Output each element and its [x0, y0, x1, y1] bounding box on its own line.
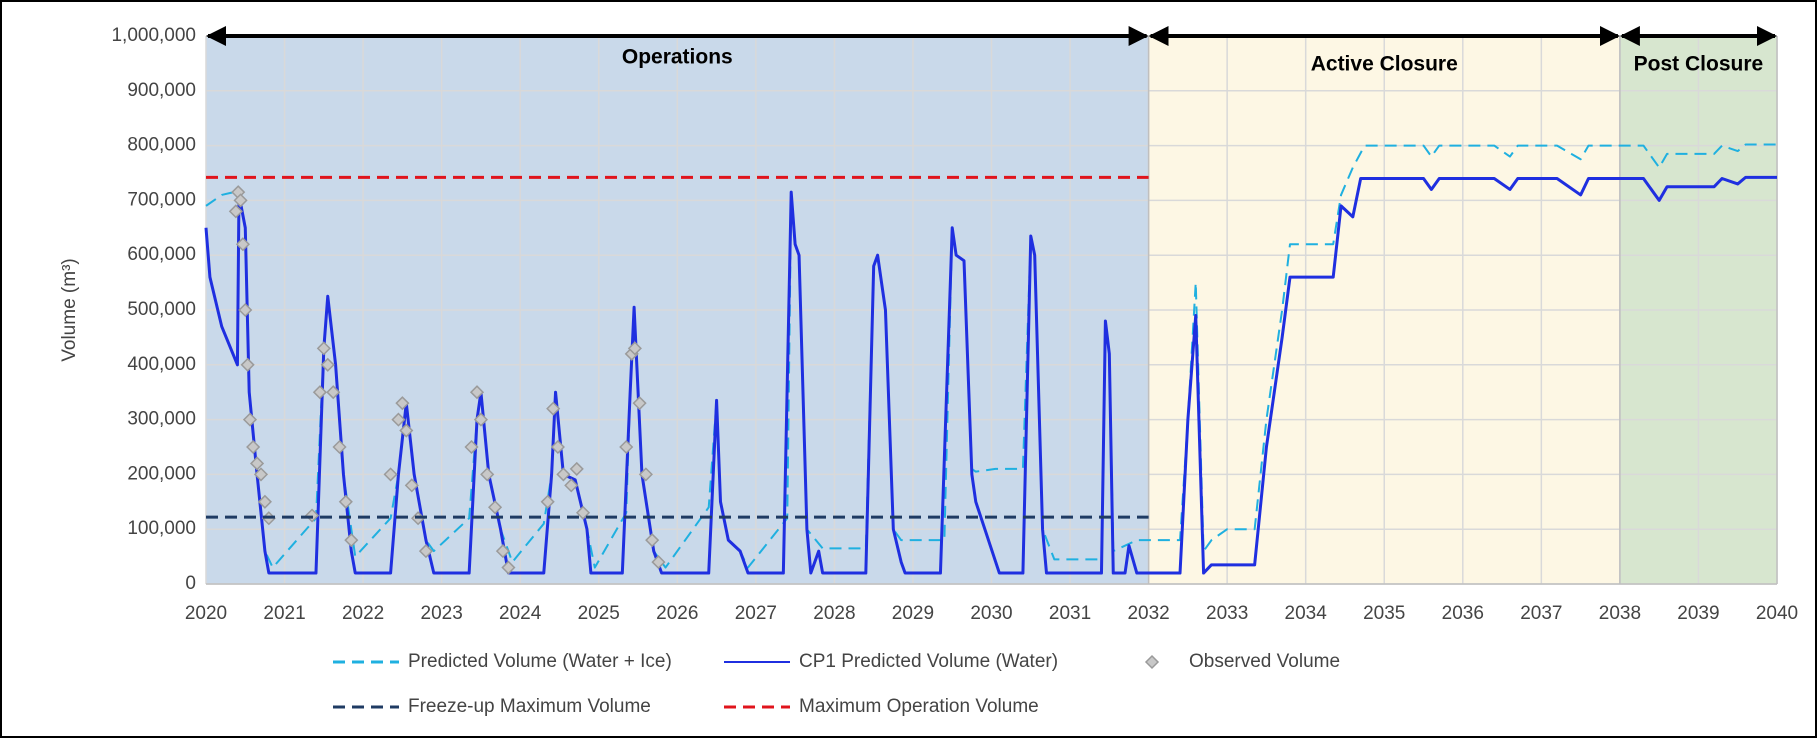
- observed-point: [645, 533, 660, 548]
- observed-point: [418, 544, 434, 559]
- y-tick-label: 500,000: [127, 299, 196, 320]
- x-tick-label: 2029: [892, 603, 934, 624]
- observed-point: [473, 412, 488, 427]
- series-line: [204, 175, 1777, 575]
- y-tick-label: 800,000: [127, 135, 196, 156]
- y-tick-label: 900,000: [127, 80, 196, 101]
- observed-point: [395, 396, 410, 411]
- x-tick-label: 2030: [970, 603, 1012, 624]
- observed-point: [638, 467, 653, 482]
- observed-point: [312, 385, 327, 400]
- observed-point: [238, 302, 253, 318]
- observed-point: [249, 456, 265, 471]
- observed-point: [235, 237, 250, 252]
- x-tick-label: 2021: [263, 603, 305, 624]
- observed-point: [257, 494, 272, 509]
- x-tick-label: 2025: [578, 603, 620, 624]
- phase-label: Active Closure: [1311, 53, 1458, 76]
- observed-point: [564, 478, 579, 493]
- observed-point: [651, 555, 666, 570]
- y-tick-label: 200,000: [127, 463, 196, 484]
- observed-point: [546, 401, 561, 416]
- y-tick-label: 0: [185, 573, 196, 594]
- x-tick-label: 2024: [499, 603, 542, 624]
- observed-point: [228, 204, 243, 219]
- x-tick-label: 2022: [342, 603, 384, 624]
- x-tick-label: 2027: [735, 603, 777, 624]
- observed-point: [619, 439, 634, 455]
- observed-point: [501, 560, 516, 575]
- observed-point: [242, 412, 258, 427]
- phase-label: Post Closure: [1634, 53, 1764, 76]
- observed-point: [383, 467, 398, 482]
- x-tick-label: 2033: [1206, 603, 1248, 624]
- observed-point: [488, 500, 503, 515]
- observed-point: [253, 467, 269, 482]
- observed-point: [233, 193, 248, 208]
- legend-label: Maximum Operation Volume: [799, 696, 1039, 717]
- y-axis-label: Volume (m³): [59, 258, 80, 361]
- x-tick-label: 2040: [1756, 603, 1798, 624]
- x-tick-label: 2031: [1049, 603, 1091, 624]
- x-tick-label: 2038: [1599, 603, 1641, 624]
- observed-point: [632, 396, 647, 411]
- legend-label: Observed Volume: [1189, 651, 1340, 672]
- x-tick-label: 2026: [656, 603, 698, 624]
- x-tick-label: 2032: [1127, 603, 1169, 624]
- y-tick-label: 1,000,000: [111, 25, 196, 46]
- observed-point: [540, 494, 555, 509]
- observed-point: [246, 439, 261, 455]
- x-tick-label: 2034: [1285, 603, 1328, 624]
- observed-point: [480, 467, 495, 482]
- observed-point: [399, 423, 414, 438]
- observed-point: [338, 494, 353, 509]
- observed-point: [404, 478, 419, 493]
- observed-point: [627, 341, 642, 356]
- x-tick-label: 2035: [1363, 603, 1405, 624]
- observed-point: [569, 461, 584, 476]
- observed-point: [469, 385, 485, 400]
- x-tick-label: 2037: [1520, 603, 1562, 624]
- y-tick-label: 300,000: [127, 409, 196, 430]
- x-tick-label: 2023: [421, 603, 463, 624]
- observed-point: [240, 357, 255, 372]
- legend-symbol: [1144, 654, 1160, 670]
- legend-label: Freeze-up Maximum Volume: [408, 696, 651, 717]
- y-tick-label: 400,000: [127, 354, 196, 375]
- y-tick-label: 600,000: [127, 244, 196, 265]
- observed-point: [344, 533, 359, 548]
- observed-point: [556, 467, 571, 482]
- x-tick-label: 2036: [1442, 603, 1484, 624]
- observed-point: [495, 544, 510, 559]
- phase-label: Operations: [622, 46, 733, 69]
- y-tick-label: 700,000: [127, 189, 196, 210]
- observed-point: [332, 439, 347, 455]
- observed-point: [550, 439, 565, 455]
- observed-point: [391, 412, 406, 427]
- observed-point: [326, 385, 341, 400]
- observed-point: [320, 357, 335, 372]
- y-tick-label: 100,000: [127, 518, 196, 539]
- observed-point: [464, 439, 479, 455]
- legend-label: CP1 Predicted Volume (Water): [799, 651, 1058, 672]
- x-tick-label: 2020: [185, 603, 227, 624]
- x-tick-label: 2039: [1677, 603, 1719, 624]
- observed-point: [316, 341, 331, 356]
- legend-label: Predicted Volume (Water + Ice): [408, 651, 672, 672]
- x-tick-label: 2028: [813, 603, 855, 624]
